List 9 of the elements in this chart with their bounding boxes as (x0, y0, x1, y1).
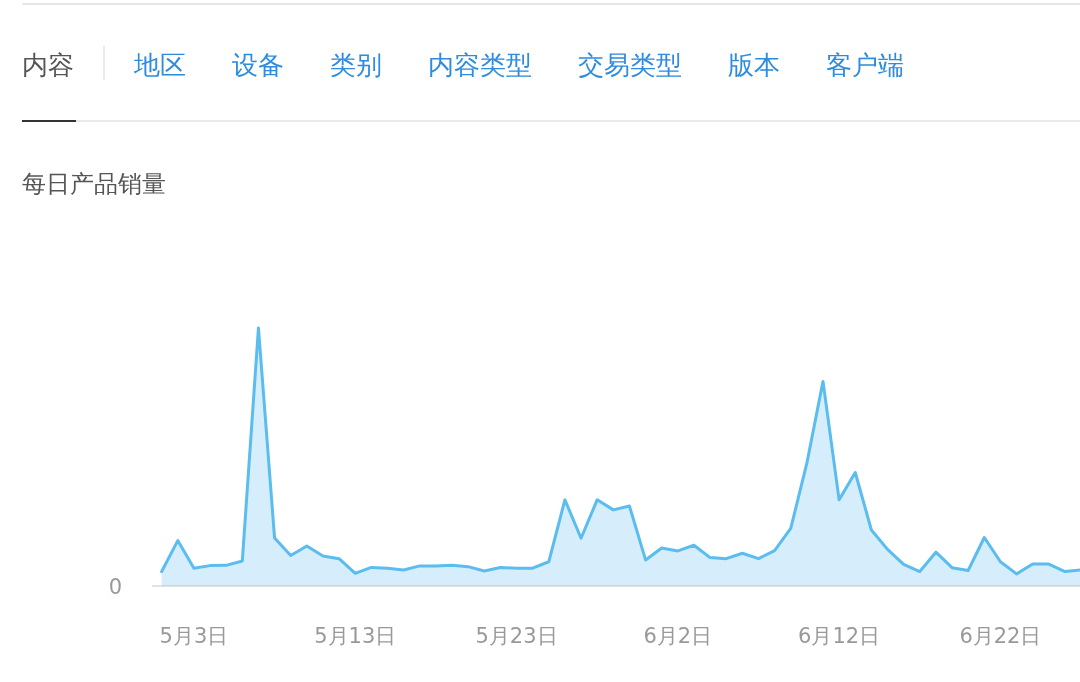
chart-title: 每日产品销量 (22, 170, 166, 198)
x-tick-label: 6月12日 (798, 624, 881, 648)
x-tick-label: 6月22日 (959, 624, 1042, 648)
tabs: 内容 地区 设备 类别 内容类型 交易类型 版本 客户端 (21, 45, 904, 122)
x-tick-label: 5月23日 (475, 624, 558, 648)
x-tick-label: 5月3日 (159, 624, 229, 648)
x-tick-label: 5月13日 (314, 624, 397, 648)
x-tick-label: 6月2日 (643, 624, 713, 648)
text: 0 (108, 575, 122, 599)
